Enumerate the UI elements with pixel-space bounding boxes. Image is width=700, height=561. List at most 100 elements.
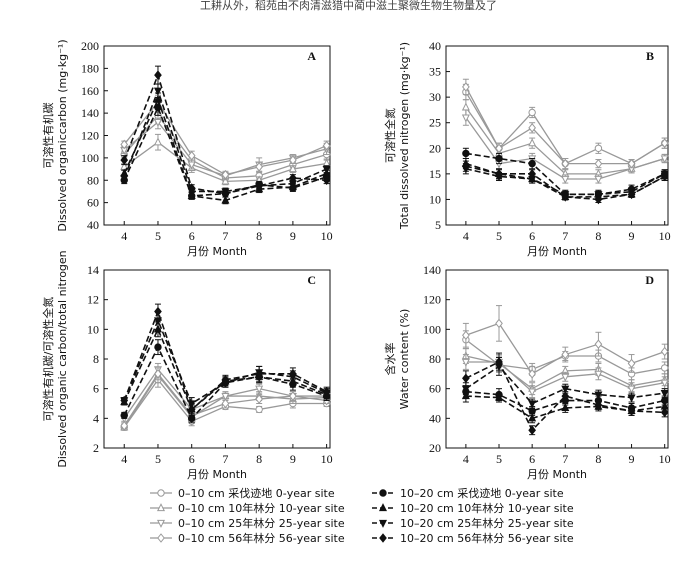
x-tick-label: 7 bbox=[222, 452, 228, 466]
data-point bbox=[528, 388, 537, 397]
data-point bbox=[120, 139, 129, 150]
y-tick-label: 140 bbox=[423, 263, 441, 277]
data-point bbox=[627, 385, 636, 394]
chart-panel-c: 2 4 6 8 10 12 14 4 5 6 7 8 9 10 月份 Month 可溶性有机碳/可溶性全氮 Di… bbox=[41, 250, 333, 481]
y-tick-label: 35 bbox=[429, 65, 441, 79]
data-point bbox=[561, 349, 570, 360]
x-tick-label: 5 bbox=[496, 229, 502, 243]
legend-swatch-marker bbox=[378, 519, 388, 528]
series-6 bbox=[462, 78, 669, 170]
x-tick-label: 9 bbox=[629, 229, 635, 243]
y-tick-label: 100 bbox=[81, 151, 99, 165]
legend-item: 10–20 cm 25年林分 25-year site bbox=[372, 516, 574, 530]
x-tick-label: 6 bbox=[529, 452, 535, 466]
chart-panel-a: 40 60 80 100 120 140 160 180 200 4 5 6 7 8 9 10 月份 Month… bbox=[41, 39, 333, 258]
data-point bbox=[627, 358, 636, 369]
y-tick-label: 4 bbox=[93, 411, 99, 425]
legend-swatch-marker bbox=[379, 489, 387, 497]
data-point bbox=[627, 394, 636, 403]
data-point bbox=[462, 149, 470, 158]
x-tick-label: 9 bbox=[290, 452, 296, 466]
legend-item: 0–10 cm 25年林分 25-year site bbox=[150, 516, 345, 530]
data-point bbox=[462, 330, 470, 341]
data-point bbox=[495, 318, 503, 329]
x-tick-label: 6 bbox=[189, 452, 195, 466]
data-point bbox=[120, 411, 128, 420]
series-line bbox=[123, 318, 327, 405]
y-axis-label-cn: 可溶性有机碳/可溶性全氮 bbox=[41, 297, 55, 422]
series-line bbox=[465, 86, 666, 165]
data-point bbox=[461, 391, 470, 400]
y-tick-label: 20 bbox=[429, 141, 441, 155]
y-tick-label: 12 bbox=[87, 293, 99, 307]
data-point bbox=[289, 369, 297, 379]
x-tick-label: 8 bbox=[595, 452, 601, 466]
data-point bbox=[528, 123, 536, 133]
x-tick-label: 8 bbox=[595, 229, 601, 243]
legend-swatch-marker bbox=[156, 503, 166, 512]
x-tick-label: 5 bbox=[496, 452, 502, 466]
data-point bbox=[561, 403, 570, 412]
legend-label: 0–10 cm 56年林分 56-year site bbox=[178, 531, 345, 545]
y-axis-label-en: Total dissolved nitrogen (mg·kg⁻¹) bbox=[398, 42, 411, 230]
data-point bbox=[660, 390, 669, 399]
data-point bbox=[462, 373, 470, 384]
data-point bbox=[660, 171, 669, 182]
x-tick-label: 8 bbox=[256, 229, 262, 243]
data-point bbox=[495, 154, 503, 163]
data-point bbox=[528, 159, 536, 168]
data-point bbox=[660, 155, 669, 164]
y-tick-label: 60 bbox=[429, 382, 441, 396]
data-point bbox=[221, 398, 230, 409]
legend-swatch-marker bbox=[156, 519, 166, 528]
y-tick-label: 10 bbox=[87, 322, 99, 336]
data-point bbox=[221, 392, 230, 402]
legend-swatch-marker bbox=[378, 503, 388, 512]
panel-letter: B bbox=[646, 49, 654, 63]
data-point bbox=[187, 404, 196, 415]
data-point bbox=[288, 164, 297, 173]
data-point bbox=[221, 169, 230, 180]
panel-letter: C bbox=[307, 273, 316, 287]
legend-item: 0–10 cm 56年林分 56-year site bbox=[150, 531, 345, 545]
legend-item: 10–20 cm 56年林分 56-year site bbox=[372, 531, 574, 545]
data-point bbox=[221, 374, 230, 385]
y-tick-label: 80 bbox=[87, 173, 99, 187]
data-point bbox=[153, 94, 162, 103]
x-tick-label: 7 bbox=[562, 452, 568, 466]
data-point bbox=[322, 158, 331, 167]
legend-label: 0–10 cm 采伐迹地 0-year site bbox=[178, 487, 335, 500]
plot-frame bbox=[103, 269, 331, 449]
y-tick-label: 8 bbox=[93, 352, 99, 366]
x-tick-label: 7 bbox=[562, 229, 568, 243]
data-point bbox=[154, 70, 162, 80]
x-tick-label: 8 bbox=[256, 452, 262, 466]
data-point bbox=[221, 195, 230, 204]
data-point bbox=[322, 140, 331, 151]
data-point bbox=[322, 386, 331, 397]
x-tick-label: 9 bbox=[290, 229, 296, 243]
data-point bbox=[594, 194, 603, 205]
panel-letter: D bbox=[645, 273, 654, 287]
data-point bbox=[255, 394, 264, 404]
data-point bbox=[660, 138, 669, 148]
legend-label: 10–20 cm 10年林分 10-year site bbox=[400, 501, 574, 515]
x-tick-label: 10 bbox=[659, 452, 671, 466]
panels: 40 60 80 100 120 140 160 180 200 4 5 6 7 8 9 10 月份 Month… bbox=[41, 39, 671, 481]
data-point bbox=[495, 392, 504, 401]
y-tick-label: 40 bbox=[87, 218, 99, 232]
data-point bbox=[187, 161, 196, 170]
y-tick-label: 40 bbox=[429, 411, 441, 425]
y-axis-label-en: Dissolved organic carbon/total nitrogen bbox=[56, 250, 69, 467]
legend-swatch-marker bbox=[157, 489, 165, 497]
data-point bbox=[561, 158, 570, 169]
x-tick-label: 6 bbox=[189, 229, 195, 243]
y-tick-label: 5 bbox=[435, 218, 441, 232]
data-point bbox=[528, 407, 536, 415]
series-7 bbox=[120, 303, 331, 416]
data-point bbox=[461, 114, 470, 123]
y-axis-label-cn: 含水率 bbox=[383, 343, 397, 376]
x-axis-label: 月份 Month bbox=[527, 245, 587, 258]
